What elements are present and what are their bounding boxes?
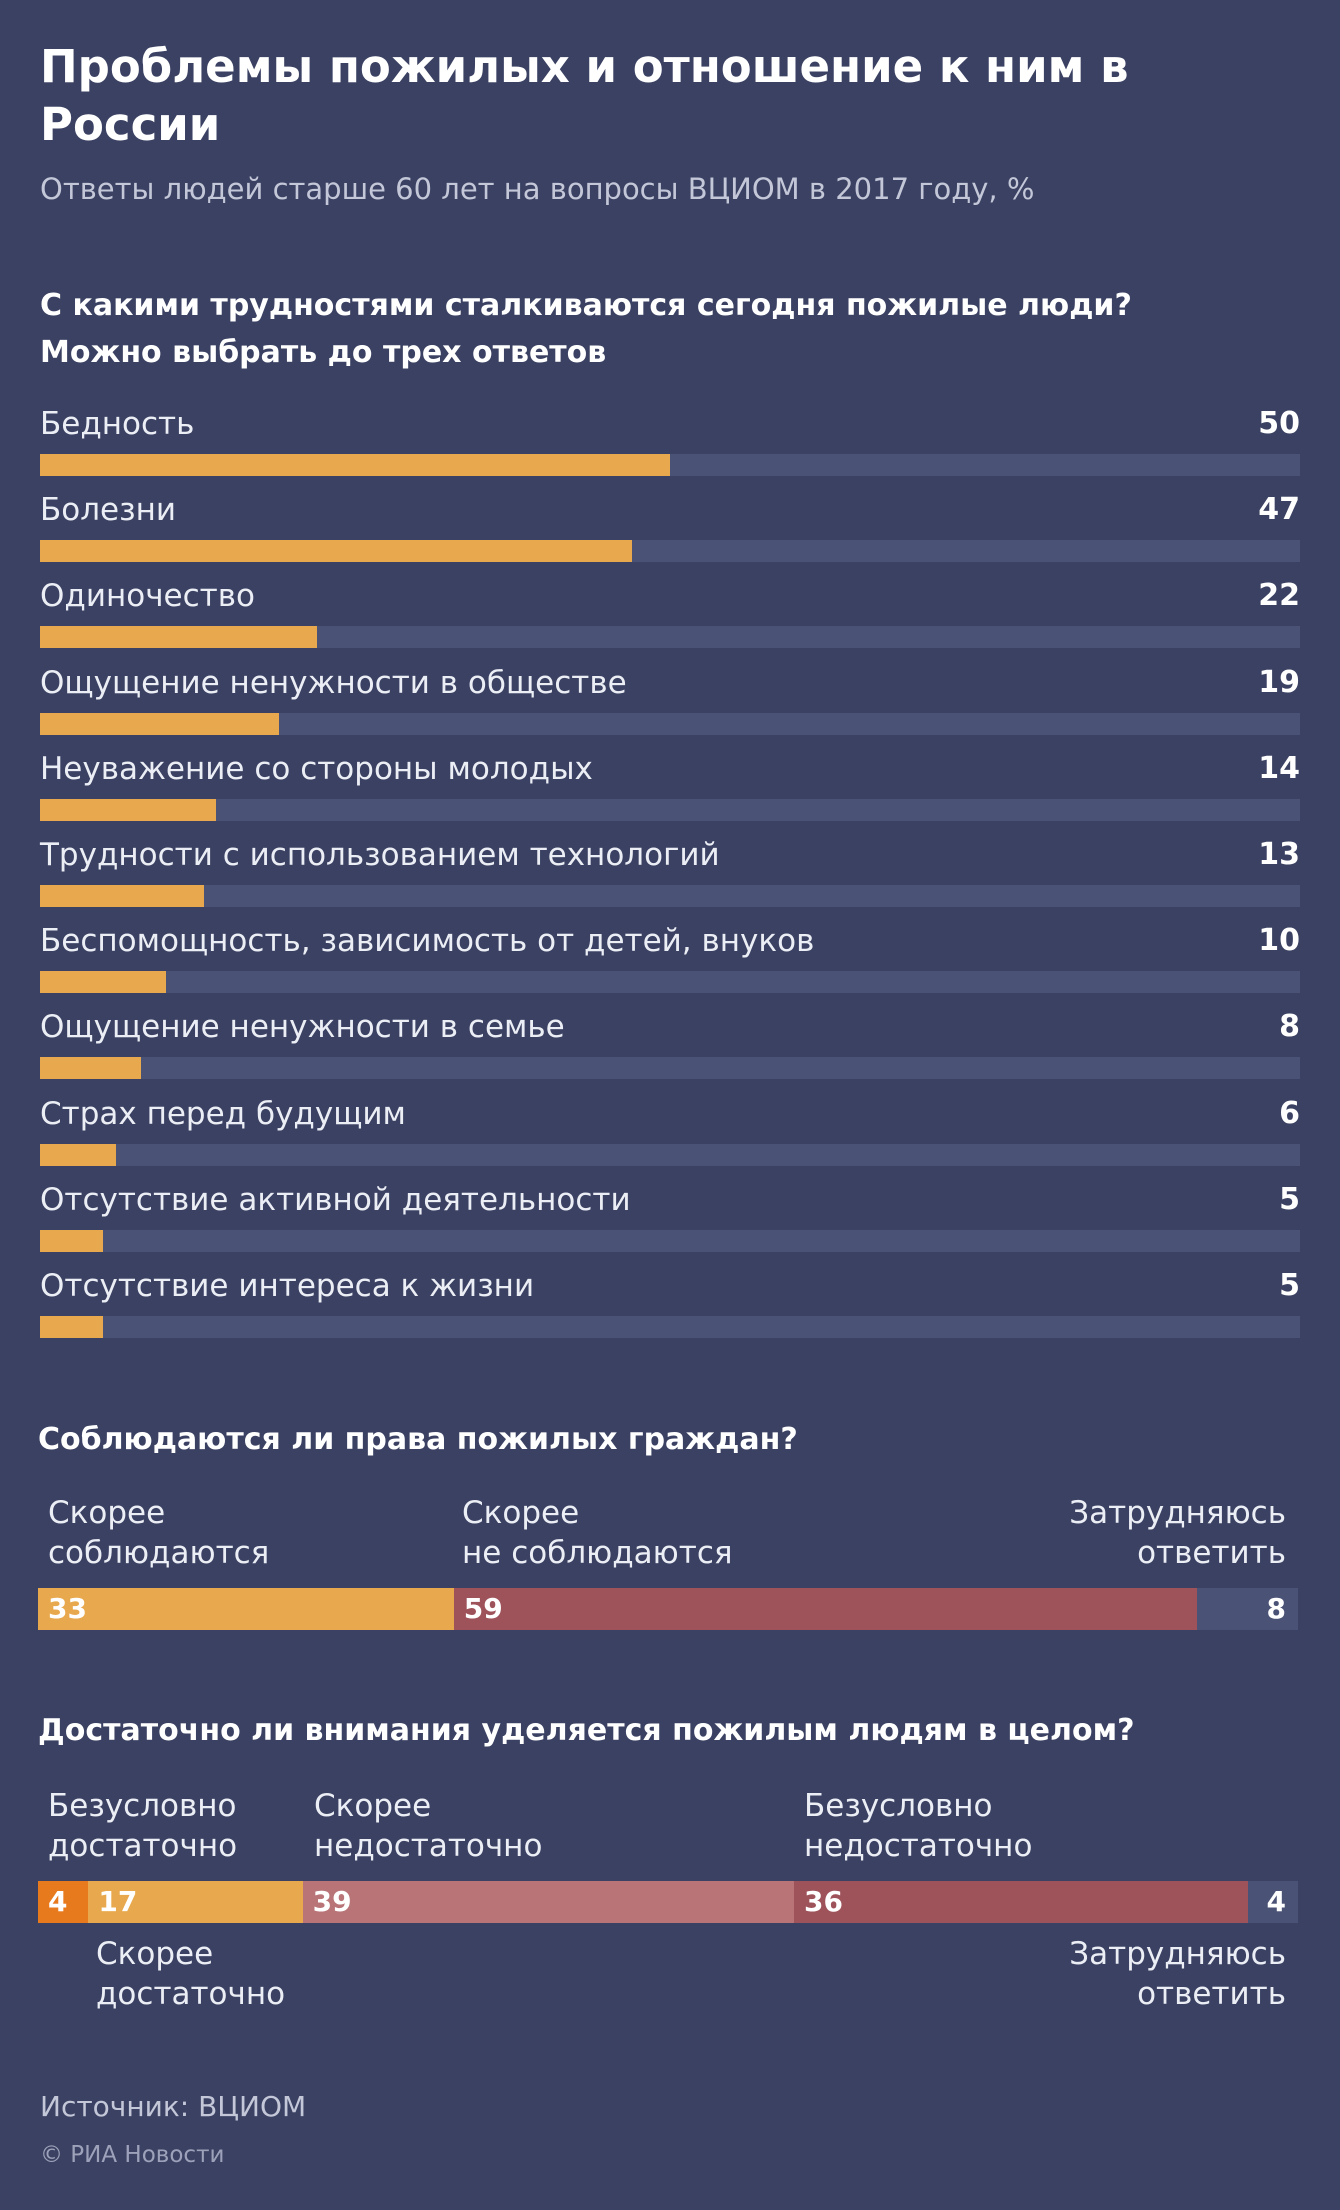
bar-value-label: 5 bbox=[1279, 1268, 1300, 1303]
attention-stacked-bar: 4 17 39 36 4 bbox=[38, 1881, 1298, 1923]
stack-segment bbox=[1197, 1588, 1298, 1630]
stack-segment-value: 59 bbox=[463, 1592, 503, 1625]
bar-label: Трудности с использованием технологий bbox=[40, 837, 720, 873]
attention-label-definitely-not-enough: Безусловно недостаточно bbox=[804, 1788, 1033, 1864]
chart3-title: Достаточно ли внимания уделяется пожилым… bbox=[38, 1713, 1135, 1748]
bar-track bbox=[40, 712, 1300, 735]
bar-track bbox=[40, 540, 1300, 563]
bar-label: Страх перед будущим bbox=[40, 1095, 406, 1132]
chart1-title: С какими трудностями сталкиваются сегодн… bbox=[40, 288, 1132, 370]
bar-track bbox=[40, 626, 1300, 649]
bar-value-label: 6 bbox=[1279, 1095, 1300, 1131]
bar-label: Неуважение со стороны молодых bbox=[40, 750, 593, 787]
bar-value-label: 19 bbox=[1258, 664, 1300, 700]
stack-segment-value: 4 bbox=[1266, 1885, 1286, 1918]
bar bbox=[40, 540, 633, 563]
bar bbox=[40, 712, 280, 735]
bar-track bbox=[40, 971, 1300, 994]
attention-label-definitely-enough: Безусловно достаточно bbox=[48, 1788, 238, 1864]
bar-value-label: 47 bbox=[1258, 492, 1300, 528]
bar-track bbox=[40, 1143, 1300, 1166]
stack-segment-value: 17 bbox=[98, 1885, 138, 1918]
bar-label: Отсутствие интереса к жизни bbox=[40, 1268, 535, 1304]
bar-track bbox=[40, 1229, 1300, 1252]
source-note: Источник: ВЦИОМ bbox=[40, 2090, 307, 2123]
bar-track bbox=[40, 885, 1300, 907]
stack-segment bbox=[1247, 1881, 1298, 1923]
attention-label-rather-enough: Скорее достаточно bbox=[96, 1936, 286, 2012]
stack-segment bbox=[453, 1588, 1198, 1630]
rights-label-hard-to-say: Затрудняюсь ответить bbox=[1069, 1495, 1286, 1571]
bar bbox=[40, 626, 318, 649]
stack-segment bbox=[794, 1881, 1248, 1923]
bar-track bbox=[40, 454, 1300, 476]
stack-segment bbox=[38, 1881, 89, 1923]
bar-track bbox=[40, 1057, 1300, 1080]
bar bbox=[40, 1229, 103, 1252]
bar-value-label: 50 bbox=[1258, 406, 1300, 441]
bar bbox=[40, 1316, 103, 1338]
difficulties-bar-chart: Бедность 50 Болезни 47 Одиночество 22 Ощущение… bbox=[40, 406, 1300, 1338]
stack-segment-value: 36 bbox=[804, 1885, 843, 1918]
chart2-title: Соблюдаются ли права пожилых граждан? bbox=[38, 1422, 798, 1457]
bar-value-label: 22 bbox=[1258, 578, 1300, 614]
bar-value-label: 10 bbox=[1258, 923, 1300, 959]
bar-value-label: 8 bbox=[1279, 1009, 1300, 1045]
bar-label: Беспомощность, зависимость от детей, вну… bbox=[40, 923, 815, 960]
page-title: Проблемы пожилых и отношение к ним в Рос… bbox=[40, 40, 1129, 151]
bar bbox=[40, 1057, 141, 1080]
stack-segment-value: 33 bbox=[48, 1592, 87, 1625]
copyright: © РИА Новости bbox=[40, 2142, 225, 2168]
stack-segment-value: 4 bbox=[48, 1885, 68, 1918]
stack-segment bbox=[88, 1881, 303, 1923]
stack-segment bbox=[38, 1588, 454, 1630]
rights-label-not-respected: Скорее не соблюдаются bbox=[462, 1495, 733, 1571]
bar-value-label: 5 bbox=[1279, 1181, 1300, 1217]
bar-label: Ощущение ненужности в семье bbox=[40, 1009, 565, 1046]
bar-label: Бедность bbox=[40, 406, 195, 442]
bar-value-label: 13 bbox=[1258, 837, 1300, 872]
bar-value-label: 14 bbox=[1258, 750, 1300, 786]
bar bbox=[40, 454, 670, 476]
bar-label: Ощущение ненужности в обществе bbox=[40, 664, 627, 701]
bar bbox=[40, 1143, 116, 1166]
rights-label-respected: Скорее соблюдаются bbox=[48, 1495, 270, 1571]
stack-segment bbox=[302, 1881, 794, 1923]
rights-stacked-bar: 33 59 8 bbox=[38, 1588, 1298, 1630]
stack-segment-value: 8 bbox=[1266, 1592, 1286, 1625]
page-subtitle: Ответы людей старше 60 лет на вопросы ВЦ… bbox=[40, 172, 1035, 206]
bar-track bbox=[40, 798, 1300, 821]
bar-label: Болезни bbox=[40, 492, 177, 529]
bar-track bbox=[40, 1316, 1300, 1338]
stack-segment-value: 39 bbox=[312, 1885, 352, 1918]
attention-label-rather-not-enough: Скорее недостаточно bbox=[314, 1788, 543, 1864]
attention-label-hard-to-say: Затрудняюсь ответить bbox=[1069, 1936, 1286, 2012]
bar-label: Одиночество bbox=[40, 578, 255, 615]
bar bbox=[40, 971, 166, 994]
bar-label: Отсутствие активной деятельности bbox=[40, 1181, 631, 1218]
bar bbox=[40, 885, 204, 907]
bar bbox=[40, 798, 217, 821]
